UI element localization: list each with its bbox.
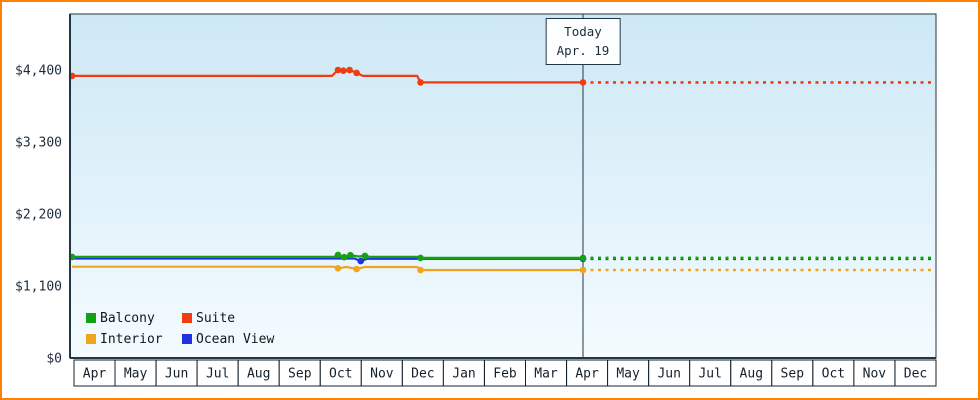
legend-item-suite: Suite — [182, 308, 274, 328]
month-label: Jul — [698, 367, 721, 382]
month-label: Sep — [288, 367, 312, 382]
data-point — [353, 265, 360, 273]
plot-background — [70, 14, 936, 358]
legend-item-balcony: Balcony — [86, 308, 182, 328]
month-label: Apr — [83, 367, 107, 382]
month-cell — [607, 359, 650, 387]
month-cell — [730, 359, 773, 387]
month-cell — [525, 359, 567, 387]
month-label: Apr — [575, 367, 599, 382]
legend-label: Ocean View — [196, 331, 275, 347]
data-point — [579, 79, 587, 86]
month-label: Dec — [411, 367, 434, 382]
today-marker-date: Apr. 19 — [556, 43, 610, 59]
legend-swatch-interior — [86, 334, 96, 344]
y-axis-label: $3,300 — [15, 136, 62, 151]
month-cell — [484, 359, 526, 387]
series-balcony — [68, 251, 936, 262]
data-point — [361, 252, 369, 260]
data-point — [347, 251, 354, 259]
month-cell — [401, 359, 444, 387]
y-axis-label: $1,100 — [15, 280, 62, 295]
month-label: Jul — [206, 367, 229, 382]
series-interior — [72, 265, 936, 274]
month-cell — [114, 359, 157, 387]
data-point — [417, 266, 424, 274]
month-label: Jun — [165, 367, 188, 382]
series-line-suite — [72, 68, 583, 84]
data-point — [579, 266, 587, 274]
month-label: May — [616, 367, 640, 382]
month-label: Nov — [370, 367, 394, 382]
legend-swatch-suite — [182, 313, 192, 323]
y-axis-label: $2,200 — [15, 208, 62, 223]
month-cell — [853, 359, 896, 387]
data-point — [340, 253, 348, 261]
data-point — [353, 69, 360, 77]
legend-swatch-balcony — [86, 313, 96, 323]
month-label: Aug — [247, 367, 270, 382]
data-point — [579, 254, 587, 262]
month-label: Oct — [329, 367, 352, 382]
legend: Balcony Suite Interior Ocean View — [86, 308, 274, 349]
month-cell — [73, 359, 116, 387]
series-suite — [68, 66, 936, 86]
data-point — [334, 265, 342, 272]
legend-swatch-ocean-view — [182, 334, 192, 344]
today-marker: Today Apr. 19 — [545, 18, 621, 65]
legend-label: Interior — [100, 331, 163, 347]
month-cell — [319, 359, 362, 387]
month-cell — [155, 359, 198, 387]
y-axis-label: $4,400 — [15, 64, 62, 79]
legend-label: Balcony — [100, 310, 155, 326]
legend-item-ocean-view: Ocean View — [182, 329, 274, 349]
month-label: Dec — [904, 367, 927, 382]
month-label: Nov — [863, 367, 887, 382]
data-point — [357, 257, 365, 265]
today-marker-title: Today — [564, 24, 602, 39]
month-label: Aug — [740, 367, 763, 382]
month-cell — [894, 359, 937, 387]
legend-label: Suite — [196, 310, 236, 326]
month-cell — [237, 359, 280, 387]
month-cell — [566, 359, 609, 387]
month-label: Jun — [657, 367, 680, 382]
data-point — [334, 66, 342, 74]
data-point — [417, 79, 424, 86]
month-cell — [196, 359, 239, 387]
month-label: May — [124, 367, 148, 382]
month-label: Feb — [493, 367, 517, 382]
month-label: Sep — [781, 367, 805, 382]
data-point — [346, 66, 353, 74]
month-cell — [360, 359, 403, 387]
month-cell — [812, 359, 855, 387]
data-point — [340, 67, 347, 74]
data-point — [417, 254, 424, 262]
month-label: Jan — [452, 367, 475, 382]
data-point — [334, 251, 342, 259]
legend-item-interior: Interior — [86, 329, 182, 349]
month-label: Oct — [822, 367, 845, 382]
y-axis-label: $0 — [46, 352, 62, 367]
month-cell — [278, 359, 321, 387]
month-label: Mar — [534, 367, 558, 382]
